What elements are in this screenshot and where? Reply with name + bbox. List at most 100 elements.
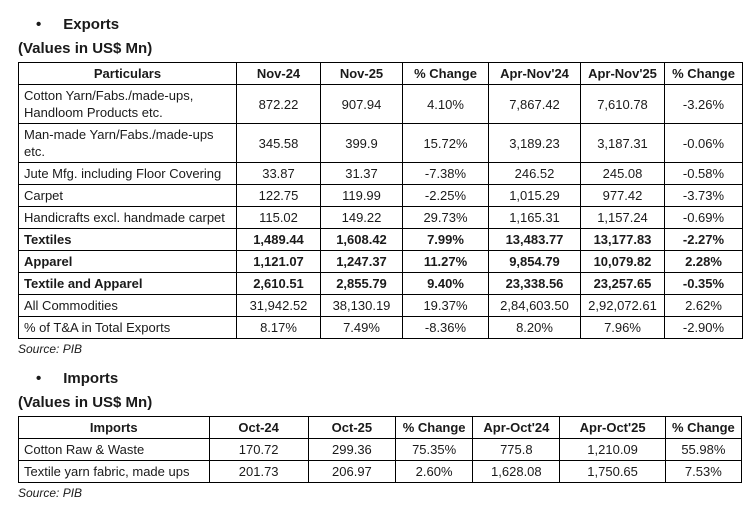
row-label: Carpet [18, 184, 237, 207]
row-label: Apparel [18, 250, 237, 273]
value-cell: 1,121.07 [236, 250, 321, 273]
value-cell: 4.10% [402, 84, 489, 124]
value-cell: 149.22 [320, 206, 403, 229]
imports-table: Imports Oct-24 Oct-25% Change Apr-Oct'24 Apr… [18, 416, 743, 483]
row-label: % of T&A in Total Exports [18, 316, 237, 339]
value-cell: 7.99% [402, 228, 489, 251]
value-cell: 299.36 [307, 438, 397, 461]
table-row: Cotton Raw & Waste 170.72 299.36 75.35% 775.… [18, 438, 743, 461]
value-cell: 206.97 [307, 460, 397, 483]
value-cell: 245.08 [580, 162, 665, 185]
value-cell: 19.37% [402, 294, 489, 317]
table-row: Cotton Yarn/Fabs./made-ups, Handloom Pro… [18, 84, 743, 124]
value-cell: -0.69% [664, 206, 743, 229]
value-cell: 15.72% [402, 123, 489, 163]
value-cell: 9,854.79 [488, 250, 581, 273]
exports-source-note: Source: PIB [18, 342, 83, 356]
value-cell: 7.49% [320, 316, 403, 339]
value-cell: -2.25% [402, 184, 489, 207]
table-row: Apparel 1,121.07 1,247.37 11.27% 9,854.79 10,… [18, 250, 743, 273]
report-page: • Exports (Values in US$ Mn) Particulars… [18, 16, 743, 500]
value-cell: 1,157.24 [580, 206, 665, 229]
exports-table: Particulars Nov-24 Nov-25% Change Apr-Nov'2… [18, 62, 743, 339]
value-cell: 170.72 [208, 438, 309, 461]
value-cell: 2,92,072.61 [580, 294, 665, 317]
value-cell: 13,177.83 [580, 228, 665, 251]
value-cell: -8.36% [402, 316, 489, 339]
value-cell: -2.90% [664, 316, 743, 339]
column-header: Particulars [18, 62, 237, 85]
value-cell: 75.35% [395, 438, 474, 461]
table-row: Textiles 1,489.44 1,608.42 7.99% 13,483.77 13… [18, 228, 743, 251]
exports-section-title: • Exports [36, 16, 742, 33]
column-header: % Change [664, 62, 743, 85]
value-cell: 31,942.52 [236, 294, 321, 317]
value-cell: 201.73 [208, 460, 309, 483]
value-cell: 1,210.09 [559, 438, 666, 461]
table-row: Jute Mfg. including Floor Covering 33.87 3… [18, 162, 743, 185]
value-cell: 1,015.29 [488, 184, 581, 207]
exports-subtitle: (Values in US$ Mn) [18, 40, 153, 57]
value-cell: 7.53% [664, 460, 743, 483]
value-cell: 3,189.23 [488, 123, 581, 163]
value-cell: 23,338.56 [488, 272, 581, 295]
bullet-icon: • [36, 370, 42, 387]
value-cell: 1,608.42 [320, 228, 403, 251]
value-cell: 2,84,603.50 [488, 294, 581, 317]
value-cell: 1,750.65 [559, 460, 666, 483]
value-cell: 7,610.78 [580, 84, 665, 124]
table-row: Textile and Apparel 2,610.51 2,855.79 9.40%… [18, 272, 743, 295]
value-cell: -0.35% [664, 272, 743, 295]
value-cell: 29.73% [402, 206, 489, 229]
column-header: Apr-Oct'25 [559, 416, 666, 439]
value-cell: 23,257.65 [580, 272, 665, 295]
imports-section-title: • Imports [36, 370, 742, 387]
table-row: Textile yarn fabric, made ups 201.73 206.9… [18, 460, 743, 483]
imports-subtitle: (Values in US$ Mn) [18, 394, 153, 411]
value-cell: 2,855.79 [320, 272, 403, 295]
column-header: Apr-Nov'25 [580, 62, 665, 85]
value-cell: 977.42 [580, 184, 665, 207]
row-label: Textiles [18, 228, 237, 251]
imports-source-note: Source: PIB [18, 486, 83, 500]
value-cell: 3,187.31 [580, 123, 665, 163]
exports-title-text: Exports [63, 16, 120, 33]
value-cell: 246.52 [488, 162, 581, 185]
value-cell: 38,130.19 [320, 294, 403, 317]
table-row: Man-made Yarn/Fabs./made-ups etc. 345.58 3… [18, 123, 743, 163]
row-label: Handicrafts excl. handmade carpet [18, 206, 237, 229]
value-cell: 11.27% [402, 250, 489, 273]
value-cell: 7,867.42 [488, 84, 581, 124]
value-cell: 1,628.08 [472, 460, 561, 483]
column-header: Apr-Nov'24 [488, 62, 581, 85]
value-cell: 122.75 [236, 184, 321, 207]
column-header: Oct-24 [208, 416, 309, 439]
row-label: Textile yarn fabric, made ups [18, 460, 210, 483]
value-cell: 31.37 [320, 162, 403, 185]
value-cell: 399.9 [320, 123, 403, 163]
table-row: Carpet 122.75 119.99 -2.25% 1,015.29 977.42 -3… [18, 184, 743, 207]
header-row: Particulars Nov-24 Nov-25% Change Apr-Nov'2… [18, 62, 743, 85]
value-cell: -3.73% [664, 184, 743, 207]
exports-section: • Exports (Values in US$ Mn) Particulars… [18, 16, 743, 356]
imports-title-text: Imports [63, 370, 119, 387]
table-row: Handicrafts excl. handmade carpet 115.02 1… [18, 206, 743, 229]
value-cell: 907.94 [320, 84, 403, 124]
value-cell: -0.58% [664, 162, 743, 185]
row-label: Jute Mfg. including Floor Covering [18, 162, 237, 185]
value-cell: 115.02 [236, 206, 321, 229]
value-cell: 775.8 [472, 438, 561, 461]
value-cell: 33.87 [236, 162, 321, 185]
value-cell: 2.62% [664, 294, 743, 317]
table-row: All Commodities 31,942.52 38,130.19 19.37% 2… [18, 294, 743, 317]
column-header: Oct-25 [307, 416, 397, 439]
value-cell: 10,079.82 [580, 250, 665, 273]
row-label: Cotton Yarn/Fabs./made-ups, Handloom Pro… [18, 84, 237, 124]
value-cell: -7.38% [402, 162, 489, 185]
value-cell: -0.06% [664, 123, 743, 163]
value-cell: 9.40% [402, 272, 489, 295]
value-cell: 345.58 [236, 123, 321, 163]
row-label: Cotton Raw & Waste [18, 438, 210, 461]
table-row: % of T&A in Total Exports 8.17% 7.49% -8.36… [18, 316, 743, 339]
column-header: Nov-24 [236, 62, 321, 85]
